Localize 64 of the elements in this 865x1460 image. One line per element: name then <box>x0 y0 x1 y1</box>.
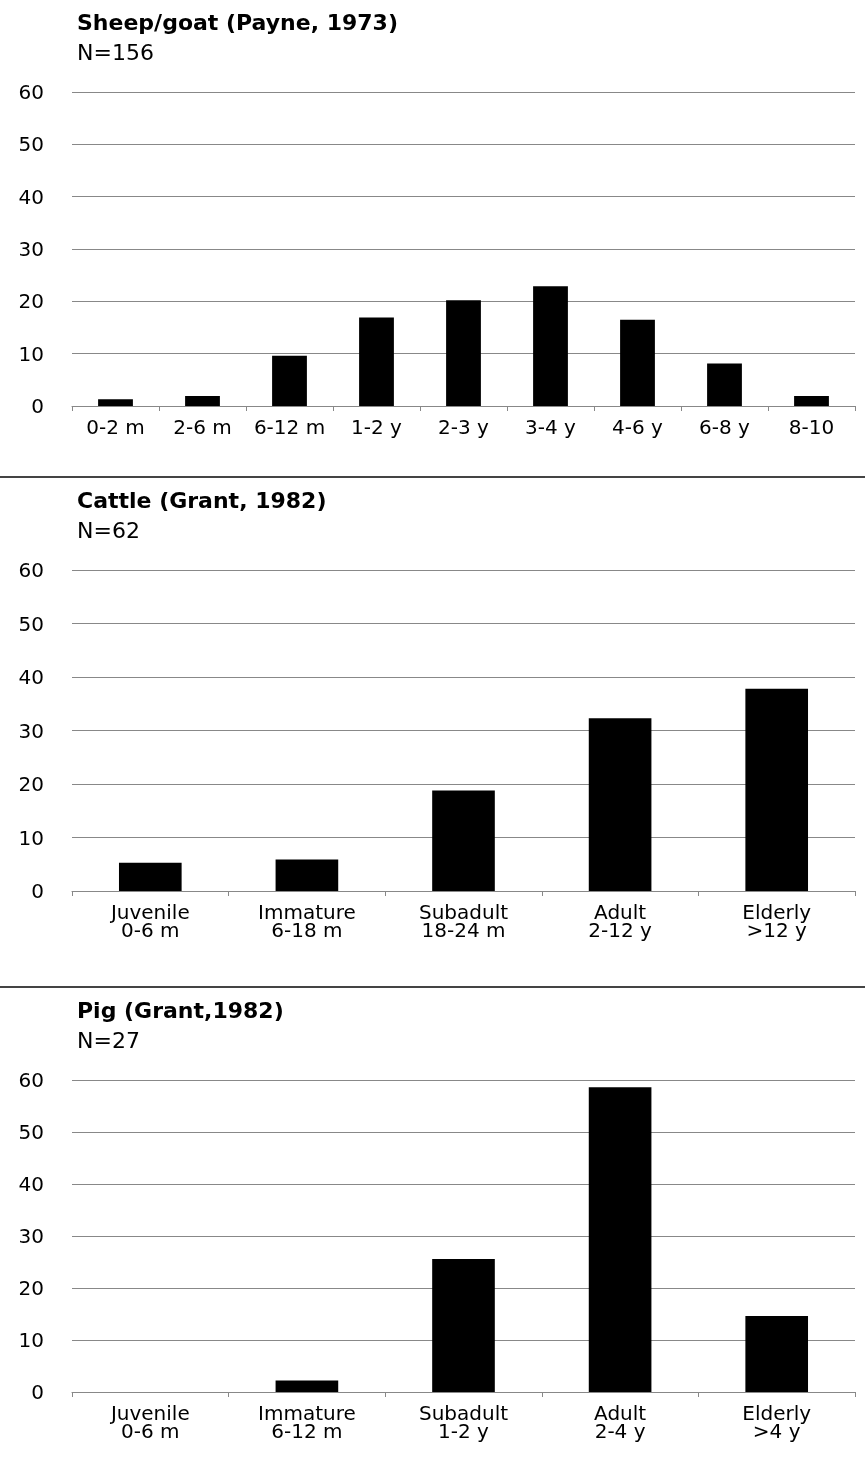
y-tick-label: 60 <box>18 80 44 104</box>
x-tick-label: Juvenile 0-6 m <box>108 1401 190 1443</box>
x-tick-label: 8-10 <box>788 415 835 439</box>
x-tick-label: 6-8 y <box>699 415 751 439</box>
bar <box>272 355 307 406</box>
chart-subtitle: N=156 <box>77 39 154 65</box>
bar <box>588 1087 652 1392</box>
bar <box>533 286 568 406</box>
y-tick-label: 20 <box>18 1276 44 1300</box>
y-tick-label: 10 <box>18 341 44 366</box>
y-tick-label: 50 <box>18 1120 44 1144</box>
y-tick-label: 30 <box>18 718 44 743</box>
y-tick-label: 40 <box>18 1172 44 1196</box>
bar <box>118 862 182 891</box>
y-tick-label: 0 <box>31 1380 44 1404</box>
chart-title: Cattle (Grant, 1982) <box>77 487 327 513</box>
y-tick-label: 10 <box>18 1328 44 1352</box>
y-tick-label: 30 <box>18 1224 44 1248</box>
bar <box>446 300 481 406</box>
bar <box>707 363 742 406</box>
y-tick-label: 20 <box>18 289 44 314</box>
y-tick-label: 30 <box>18 237 44 261</box>
y-tick-label: 40 <box>18 665 44 689</box>
x-tick-label: 6-12 m <box>253 415 326 439</box>
x-tick-label: Adult 2-4 y <box>594 1401 647 1443</box>
y-tick-label: 60 <box>18 558 44 582</box>
x-tick-label: 3-4 y <box>525 415 577 439</box>
chart-title: Pig (Grant,1982) <box>77 997 284 1023</box>
chart-subtitle: N=62 <box>77 517 140 543</box>
x-tick-label: Immature 6-18 m <box>258 900 356 942</box>
y-tick-label: 0 <box>31 394 44 418</box>
y-tick-label: 10 <box>18 825 44 850</box>
bar <box>275 859 339 891</box>
bar <box>432 1258 495 1392</box>
chart-title: Sheep/goat (Payne, 1973) <box>77 9 399 35</box>
y-tick-label: 50 <box>18 611 44 636</box>
bar <box>275 1380 339 1392</box>
x-tick-label: Elderly >12 y <box>742 900 812 942</box>
x-tick-label: 1-2 y <box>351 415 403 439</box>
bar <box>185 396 220 406</box>
x-tick-label: 2-3 y <box>438 415 490 439</box>
bar <box>98 399 133 406</box>
bar <box>432 790 495 891</box>
x-tick-label: Elderly >4 y <box>742 1401 812 1443</box>
bar <box>620 319 655 406</box>
bar <box>745 688 809 891</box>
x-tick-label: Juvenile 0-6 m <box>108 900 190 942</box>
y-tick-label: 50 <box>18 132 44 157</box>
x-tick-label: Adult 2-12 y <box>588 900 653 942</box>
x-tick-label: Immature 6-12 m <box>258 1401 356 1443</box>
x-tick-label: 2-6 m <box>173 415 232 439</box>
y-tick-label: 0 <box>31 879 44 903</box>
bar <box>359 317 394 406</box>
x-tick-label: 0-2 m <box>86 415 145 439</box>
y-tick-label: 20 <box>18 772 44 796</box>
bar <box>794 396 829 406</box>
x-tick-label: Subadult 18-24 m <box>418 900 509 942</box>
y-tick-label: 40 <box>18 184 44 209</box>
chart-subtitle: N=27 <box>77 1027 140 1053</box>
y-tick-label: 60 <box>18 1068 44 1092</box>
x-tick-label: Subadult 1-2 y <box>418 1401 509 1443</box>
bar <box>745 1316 809 1392</box>
bar <box>588 718 652 891</box>
x-tick-label: 4-6 y <box>612 415 664 439</box>
